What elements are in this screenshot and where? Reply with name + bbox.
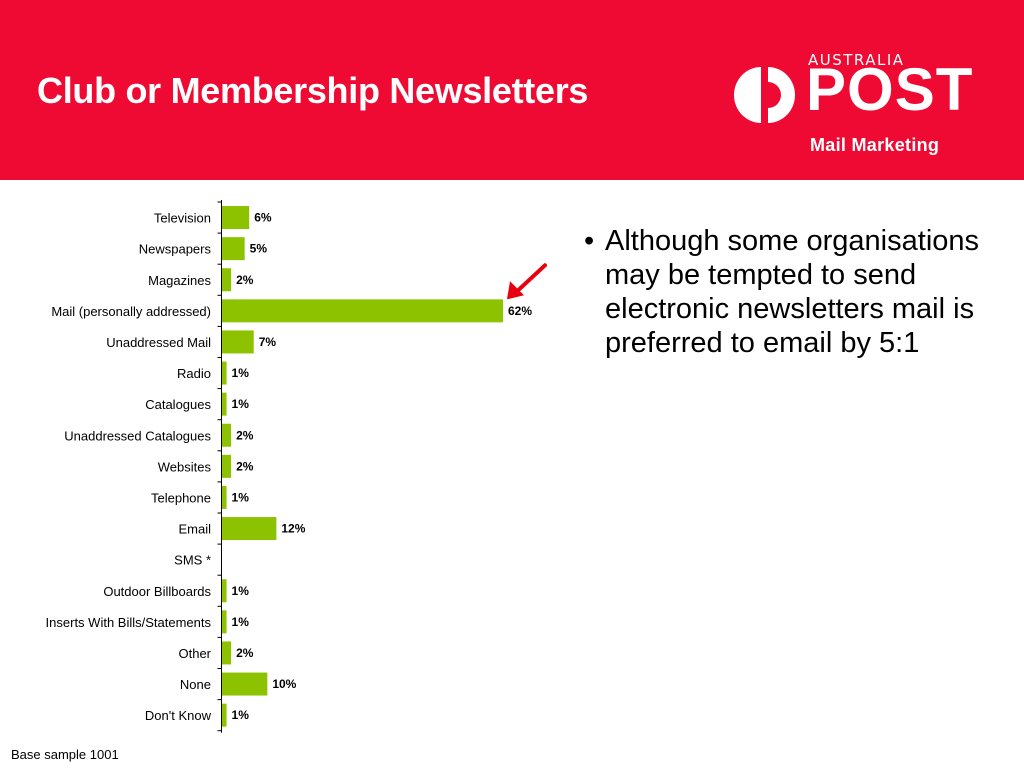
category-label: Newspapers	[139, 242, 212, 257]
category-label: Unaddressed Catalogues	[64, 428, 211, 443]
value-label: 1%	[232, 490, 250, 504]
footnote: Base sample 1001	[11, 747, 119, 762]
logo-division-text: Mail Marketing	[810, 135, 940, 155]
value-label: 5%	[250, 242, 268, 256]
value-label: 6%	[254, 211, 272, 225]
category-label: Television	[154, 211, 211, 226]
value-label: 10%	[272, 677, 296, 691]
highlight-arrow-icon	[507, 263, 547, 300]
logo-brand-text: POST	[806, 56, 974, 123]
category-label: None	[180, 677, 211, 692]
category-label: Email	[178, 522, 211, 537]
bar	[222, 703, 227, 727]
bullet-text: Although some organisations may be tempt…	[605, 225, 980, 359]
bar	[222, 237, 245, 261]
value-label: 2%	[236, 428, 254, 442]
category-label: Telephone	[151, 490, 211, 505]
value-label: 1%	[232, 615, 250, 629]
value-label: 2%	[236, 273, 254, 287]
australia-post-logo-icon	[734, 67, 795, 123]
value-label: 2%	[236, 459, 254, 473]
category-label: Don't Know	[145, 708, 212, 723]
header-banner: Club or Membership Newsletters AUSTRALIA…	[0, 0, 1024, 180]
bar	[222, 672, 268, 696]
value-label: 1%	[232, 708, 250, 722]
value-label: 1%	[232, 584, 250, 598]
category-label: Other	[178, 646, 211, 661]
bullet-symbol: •	[584, 225, 595, 257]
category-label: Catalogues	[145, 397, 211, 412]
bar-chart: Television 6% Newspapers 5% Magazines 2% Mail …	[46, 200, 547, 733]
bar	[222, 206, 250, 230]
bar	[222, 485, 227, 509]
category-label: SMS *	[174, 553, 211, 568]
logo-country-text: AUSTRALIA	[808, 51, 905, 69]
bar	[222, 579, 227, 603]
value-label: 12%	[281, 522, 305, 536]
category-label: Unaddressed Mail	[106, 335, 211, 350]
category-label: Inserts With Bills/Statements	[46, 615, 212, 630]
value-label: 1%	[232, 397, 250, 411]
bar	[222, 423, 232, 447]
bar	[222, 299, 503, 323]
bullet-point: • Although some organisations may be tem…	[584, 224, 994, 360]
value-label: 62%	[508, 304, 532, 318]
bar	[222, 392, 227, 416]
bar	[222, 330, 254, 354]
bar	[222, 641, 232, 665]
bar	[222, 454, 232, 478]
bar	[222, 517, 277, 541]
category-label: Outdoor Billboards	[103, 584, 211, 599]
page-title: Club or Membership Newsletters	[37, 70, 589, 111]
value-label: 1%	[232, 366, 250, 380]
bar	[222, 361, 227, 385]
value-label: 7%	[259, 335, 277, 349]
category-label: Websites	[158, 459, 212, 474]
bar	[222, 268, 232, 292]
category-label: Radio	[177, 366, 211, 381]
category-label: Mail (personally addressed)	[51, 304, 211, 319]
value-label: 2%	[236, 646, 254, 660]
category-label: Magazines	[148, 273, 211, 288]
bar	[222, 610, 227, 634]
